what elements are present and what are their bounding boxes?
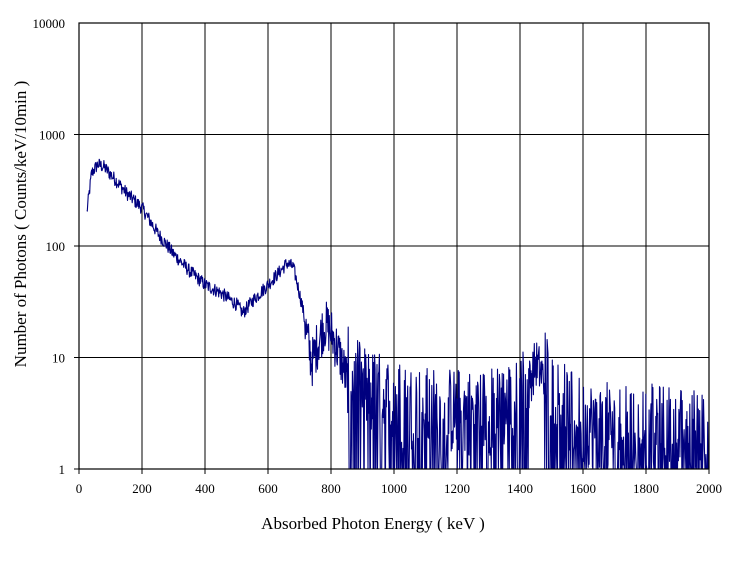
x-tick-label: 0 bbox=[76, 481, 83, 496]
x-tick-label: 1200 bbox=[444, 481, 470, 496]
y-axis-title: Number of Photons ( Counts/keV/10min ) bbox=[11, 81, 30, 368]
x-tick-label: 1400 bbox=[507, 481, 533, 496]
grid-layer bbox=[79, 23, 709, 469]
y-tick-label: 1000 bbox=[39, 128, 65, 143]
tick-layer: 0 200 400 600 800 1000 1200 1400 1600 1800 2000 1 10… bbox=[33, 16, 723, 496]
x-tick-label: 400 bbox=[195, 481, 215, 496]
x-tick-label: 200 bbox=[132, 481, 152, 496]
y-tick-label: 1 bbox=[59, 462, 66, 477]
x-tick-label: 600 bbox=[258, 481, 278, 496]
x-tick-label: 1800 bbox=[633, 481, 659, 496]
spectrum-series-line bbox=[86, 158, 709, 470]
y-tick-label: 10000 bbox=[33, 16, 66, 31]
series-layer bbox=[86, 158, 709, 470]
x-tick-label: 1000 bbox=[381, 481, 407, 496]
x-tick-label: 800 bbox=[321, 481, 341, 496]
y-tick-label: 10 bbox=[52, 351, 65, 366]
y-tick-label: 100 bbox=[46, 239, 66, 254]
frame-layer bbox=[74, 22, 710, 474]
x-axis-title: Absorbed Photon Energy ( keV ) bbox=[261, 514, 485, 533]
x-tick-label: 1600 bbox=[570, 481, 596, 496]
plot-frame bbox=[78, 22, 710, 470]
x-tick-label: 2000 bbox=[696, 481, 722, 496]
